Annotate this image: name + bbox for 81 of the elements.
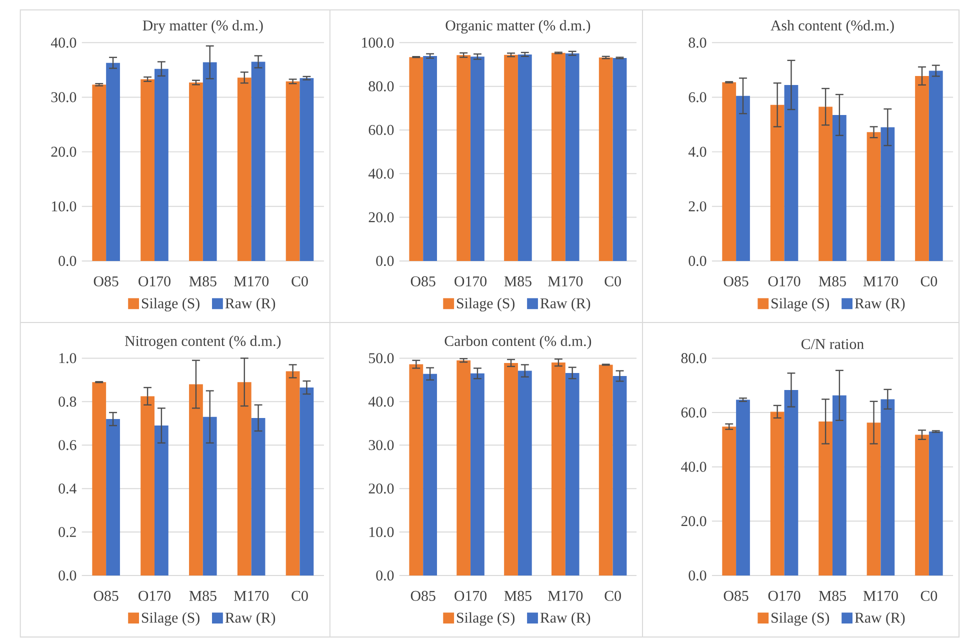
legend-label: Silage (S) (457, 612, 514, 626)
x-tick-label: M170 (234, 591, 269, 602)
x-tick-label: M85 (818, 591, 846, 602)
legend-label: Raw (R) (854, 612, 905, 626)
y-tick-label: 2.0 (688, 202, 706, 212)
chart-title: C/N ration (801, 339, 864, 350)
x-tick-label: C0 (604, 276, 621, 287)
y-tick-label: 0.8 (58, 396, 76, 407)
y-tick-label: 10.0 (369, 527, 394, 538)
legend-label: Raw (R) (540, 612, 590, 626)
y-tick-label: 80.0 (368, 82, 394, 92)
chart-title: Nitrogen content (% d.m.) (125, 336, 281, 350)
legend-label: Silage (S) (772, 298, 830, 312)
x-tick-label: M85 (189, 591, 216, 602)
y-tick-label: 10.0 (52, 202, 76, 212)
y-tick-label: 0.6 (58, 440, 76, 450)
x-tick-label: C0 (920, 591, 938, 602)
y-tick-label: 8.0 (688, 38, 706, 48)
y-tick-label: 40.0 (50, 38, 76, 48)
x-tick-label: O85 (410, 591, 436, 602)
y-tick-label: 60.0 (681, 408, 706, 418)
x-tick-label: O170 (454, 591, 486, 602)
x-tick-label: M170 (863, 591, 898, 602)
x-tick-label: O170 (138, 591, 170, 602)
legend-label: Silage (S) (142, 298, 200, 312)
x-tick-label: M85 (818, 276, 846, 287)
legend-label: Raw (R) (540, 298, 590, 312)
y-tick-label: 4.0 (688, 146, 706, 158)
y-tick-label: 40.0 (368, 168, 394, 179)
legend-label: Silage (S) (457, 298, 514, 312)
legend-label: Silage (S) (772, 612, 830, 626)
y-tick-label: 1.0 (59, 353, 76, 364)
x-tick-label: M170 (234, 276, 269, 287)
x-tick-label: M85 (504, 591, 532, 602)
x-tick-label: O170 (138, 276, 170, 287)
y-tick-label: 0.0 (58, 570, 76, 581)
x-tick-label: M170 (863, 276, 898, 287)
x-tick-label: O85 (724, 276, 748, 287)
y-tick-label: 0.0 (376, 256, 394, 266)
x-tick-label: M85 (504, 276, 532, 287)
legend-label: Silage (S) (142, 612, 200, 626)
x-tick-label: O85 (94, 276, 118, 287)
y-tick-label: 40.0 (681, 462, 706, 472)
x-tick-label: M85 (189, 276, 216, 287)
y-tick-label: 20.0 (681, 516, 706, 526)
x-tick-label: C0 (920, 276, 938, 287)
y-tick-label: 50.0 (369, 353, 394, 364)
x-tick-label: M170 (548, 276, 583, 287)
legend-label: Raw (R) (854, 298, 905, 312)
y-tick-label: 100.0 (362, 38, 394, 48)
x-tick-label: O85 (410, 276, 436, 287)
chart-title: Carbon content (% d.m.) (444, 336, 592, 350)
legend-label: Raw (R) (225, 298, 276, 312)
chart-title: Organic matter (% d.m.) (446, 20, 590, 34)
y-tick-label: 0.0 (688, 570, 706, 581)
y-tick-label: 20.0 (51, 146, 76, 158)
y-tick-label: 0.4 (58, 484, 76, 494)
chart-title: Dry matter (% d.m.) (142, 20, 263, 34)
y-tick-label: 60.0 (368, 125, 394, 136)
legend-label: Raw (R) (225, 612, 276, 626)
y-tick-label: 20.0 (368, 484, 394, 494)
y-tick-label: 6.0 (688, 92, 706, 103)
y-tick-label: 20.0 (368, 212, 394, 223)
y-tick-label: 0.0 (688, 256, 706, 266)
x-tick-label: O170 (768, 591, 800, 602)
y-tick-label: 30.0 (368, 440, 394, 450)
x-tick-label: O170 (768, 276, 800, 287)
y-tick-label: 30.0 (51, 92, 76, 103)
y-tick-label: 40.0 (368, 396, 394, 407)
y-tick-label: 80.0 (681, 353, 706, 364)
x-tick-label: C0 (604, 591, 621, 602)
x-tick-label: O85 (94, 591, 118, 602)
x-tick-label: C0 (292, 276, 308, 287)
y-tick-label: 0.0 (376, 570, 394, 581)
chart-title: Ash content (%d.m.) (770, 20, 894, 34)
x-tick-label: O170 (454, 276, 486, 287)
x-tick-label: M170 (548, 591, 583, 602)
x-tick-label: C0 (292, 591, 308, 602)
y-tick-label: 0.0 (58, 256, 76, 266)
y-tick-label: 0.2 (58, 527, 76, 538)
x-tick-label: O85 (724, 591, 748, 602)
